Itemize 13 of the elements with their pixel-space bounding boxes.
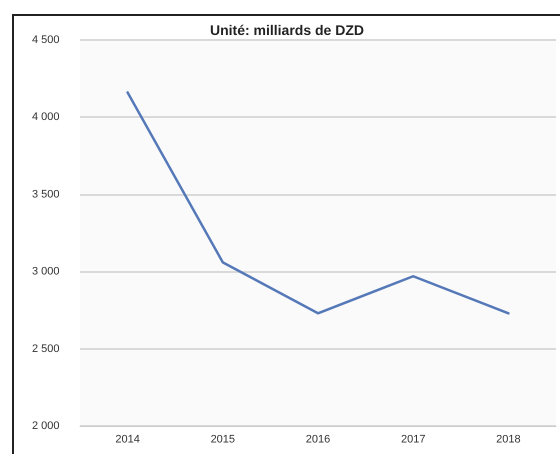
y-tick-label: 3 000 (32, 266, 60, 278)
y-tick-label: 4 500 (32, 34, 60, 46)
chart-title: Unité: milliards de DZD (210, 22, 364, 38)
y-tick-label: 3 500 (32, 188, 60, 200)
x-tick-label: 2014 (115, 434, 140, 446)
x-tick-label: 2015 (210, 434, 236, 446)
x-tick-label: 2018 (496, 434, 521, 446)
line-series (126, 91, 510, 315)
y-tick-label: 2 500 (32, 342, 60, 355)
x-tick-label: 2016 (306, 434, 330, 446)
x-tick-label: 2017 (400, 434, 426, 446)
y-tick-label: 4 000 (32, 111, 60, 124)
y-tick-label: 2 000 (32, 420, 60, 432)
